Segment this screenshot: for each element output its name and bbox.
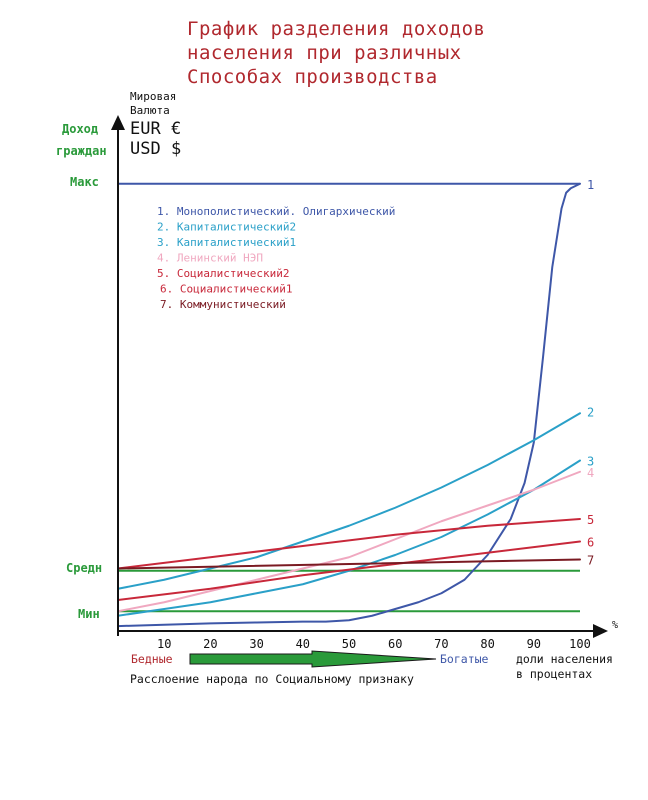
x-tick-label: 50 — [342, 637, 356, 651]
series-end-number-2: 2 — [587, 405, 594, 419]
x-tick-label: 90 — [527, 637, 541, 651]
legend-entry-5: 5. Социалистический2 — [157, 267, 289, 280]
stratification-arrow — [189, 650, 437, 668]
y-axis-label-line-2: граждан — [56, 144, 107, 158]
legend-entry-7: 7. Коммунистический — [160, 298, 286, 311]
series-end-number-1: 1 — [587, 178, 594, 192]
legend: 1. Монополистический. Олигархический 2. К… — [157, 205, 395, 311]
chart-title-line-1: График разделения доходов — [187, 18, 485, 40]
series-end-number-3: 3 — [587, 455, 594, 469]
x-tick-label: 60 — [388, 637, 402, 651]
legend-entry-3: 3. Капиталистический1 — [157, 236, 296, 249]
level-mid-label: Средн — [66, 561, 102, 575]
x-tick-label: 70 — [434, 637, 448, 651]
x-tick-label: 40 — [296, 637, 310, 651]
stratification-label: Расслоение народа по Социальному признак… — [130, 672, 414, 686]
x-tick-label: 30 — [249, 637, 263, 651]
currency-usd: USD $ — [130, 139, 181, 159]
x-axis-unit: % — [612, 620, 618, 631]
level-min-label: Мин — [78, 607, 100, 621]
series-line-2 — [117, 412, 581, 590]
currency-label-line-1: Мировая — [130, 90, 176, 103]
legend-entry-6: 6. Социалистический1 — [160, 283, 292, 296]
legend-entry-2: 2. Капиталистический2 — [157, 221, 296, 234]
series-line-3 — [117, 459, 581, 617]
x-tick-label: 80 — [480, 637, 494, 651]
chart-title-line-3: Способах производства — [187, 66, 438, 88]
level-max-label: Макс — [70, 175, 99, 189]
x-tick-label: 20 — [203, 637, 217, 651]
series-line-1 — [117, 182, 581, 628]
x-axis-label-line-2: в процентах — [516, 667, 592, 681]
x-tick-label: 10 — [157, 637, 171, 651]
series-end-number-5: 5 — [587, 513, 594, 527]
series-lines — [117, 182, 581, 628]
x-axis-label-line-1: доли населения — [516, 652, 613, 666]
series-line-6 — [117, 540, 581, 601]
poor-label: Бедные — [131, 652, 173, 666]
series-end-numbers: 1 2 34 5 6 7 — [587, 178, 594, 568]
series-line-4 — [117, 470, 581, 613]
legend-entry-1: 1. Монополистический. Олигархический — [157, 205, 395, 218]
legend-entry-4: 4. Ленинский НЭП — [157, 252, 263, 265]
currency-eur: EUR € — [130, 119, 181, 139]
series-line-7 — [117, 558, 581, 570]
series-end-number-7: 7 — [587, 554, 594, 568]
currency-label-line-2: Валюта — [130, 104, 170, 117]
series-end-number-6: 6 — [587, 536, 594, 550]
x-tick-label: 100 — [569, 637, 591, 651]
x-axis-arrow — [593, 624, 608, 638]
series-line-5 — [117, 518, 581, 570]
y-axis-arrow — [111, 115, 125, 130]
rich-label: Богатые — [440, 652, 489, 666]
y-axis-label-line-1: Доход — [62, 122, 98, 136]
x-ticks: 10 20 30 40 50 60 70 80 90 100 — [157, 637, 591, 651]
series-end-number-4: 4 — [587, 466, 594, 480]
chart-title-line-2: населения при различных — [187, 42, 462, 64]
